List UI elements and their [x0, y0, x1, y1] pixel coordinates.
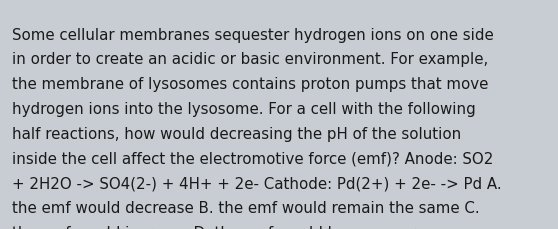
Text: half reactions, how would decreasing the pH of the solution: half reactions, how would decreasing the… [12, 126, 461, 141]
Text: the emf would increase D. the emf would become zero: the emf would increase D. the emf would … [12, 225, 425, 229]
Text: inside the cell affect the electromotive force (emf)? Anode: SO2: inside the cell affect the electromotive… [12, 151, 494, 166]
Text: the emf would decrease B. the emf would remain the same C.: the emf would decrease B. the emf would … [12, 201, 480, 215]
Text: + 2H2O -> SO4(2-) + 4H+ + 2e- Cathode: Pd(2+) + 2e- -> Pd A.: + 2H2O -> SO4(2-) + 4H+ + 2e- Cathode: P… [12, 176, 502, 191]
Text: in order to create an acidic or basic environment. For example,: in order to create an acidic or basic en… [12, 52, 488, 67]
Text: the membrane of lysosomes contains proton pumps that move: the membrane of lysosomes contains proto… [12, 77, 489, 92]
Text: Some cellular membranes sequester hydrogen ions on one side: Some cellular membranes sequester hydrog… [12, 27, 494, 42]
Text: hydrogen ions into the lysosome. For a cell with the following: hydrogen ions into the lysosome. For a c… [12, 102, 476, 117]
